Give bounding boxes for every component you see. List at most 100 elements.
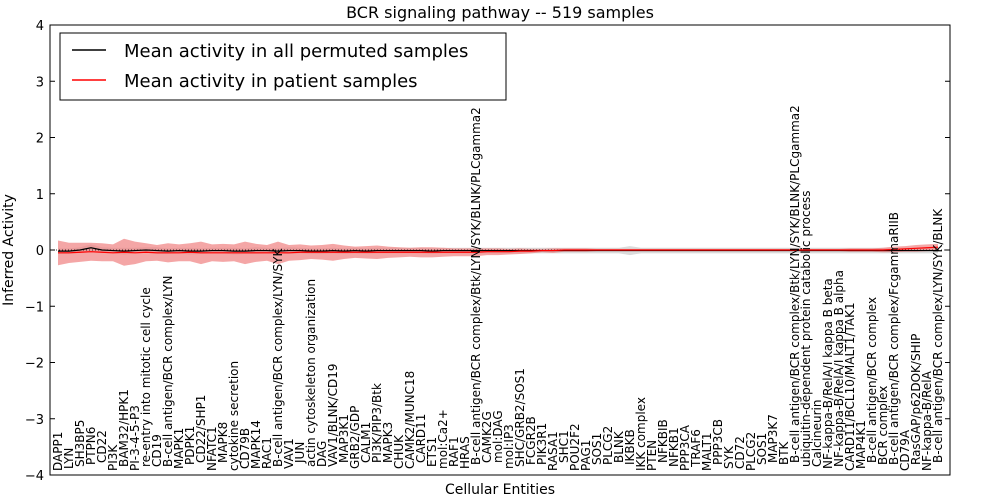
x-tick-label: RAF1 <box>447 436 461 467</box>
x-tick-label: JUN <box>293 442 307 464</box>
x-tick-label: BTK <box>777 440 791 465</box>
legend-label-patient: Mean activity in patient samples <box>124 71 418 92</box>
x-tick-label: mol:DAG <box>491 410 505 463</box>
x-tick-label: PTPN6 <box>84 427 98 465</box>
legend-frame <box>59 32 507 101</box>
x-tick-label: PLCG2 <box>744 432 758 471</box>
x-tick-label: SOS1 <box>590 433 604 465</box>
x-tick-label: CD72 <box>733 436 747 469</box>
x-tick-label: CARD11/BCL10/MALT1/TAK1 <box>843 302 857 471</box>
x-tick-label: mol:IP3 <box>502 424 516 469</box>
x-tick-label: NFKB1 <box>667 427 681 467</box>
series-lines <box>58 246 939 254</box>
x-tick-label: FCGR2B <box>524 416 538 465</box>
x-tick-label: MAP3K1 <box>337 414 351 463</box>
x-tick-label: VAV1 <box>282 438 296 469</box>
y-axis-label: Inferred Activity <box>1 194 17 306</box>
x-tick-label: PPP3CA <box>678 424 692 471</box>
x-tick-label: MAP3K7 <box>766 414 780 463</box>
x-tick-label: MAP4K1 <box>854 420 868 469</box>
x-tick-label: PPP3CB <box>711 419 725 465</box>
x-tick-label: B-cell antigen/BCR complex/LYN/SYK/BLNK <box>931 208 945 463</box>
y-tick-label: 2 <box>36 132 44 147</box>
x-tick-label: CD19 <box>150 434 164 467</box>
x-tick-label: HRAS <box>458 436 472 469</box>
x-tick-label: CD79A <box>898 429 912 471</box>
y-tick-label: −2 <box>25 357 44 372</box>
x-tick-label: DAG <box>315 441 329 467</box>
y-tick-label: −4 <box>25 469 44 484</box>
x-tick-label: PI3K <box>106 444 120 471</box>
x-tick-label: DAPP1 <box>51 432 65 471</box>
x-tick-label: IKK complex <box>634 397 648 471</box>
x-tick-label: IKBKB <box>623 429 637 465</box>
chart-title: BCR signaling pathway -- 519 samples <box>346 3 654 22</box>
x-tick-label: BAM32/HPK1 <box>117 389 131 467</box>
x-tick-label: PIK3R1 <box>535 423 549 465</box>
x-tick-label: PLCG2 <box>601 426 615 465</box>
x-tick-label: NF-kappa-B/RelA/I kappa B beta <box>821 278 835 469</box>
x-tick-label: B-cell antigen/BCR complex/FcgammaRIIB <box>887 212 901 465</box>
x-tick-label: PTEN <box>645 440 659 471</box>
x-tick-label: SHC/GRB2/SOS1 <box>513 368 527 467</box>
x-tick-label: MAPK3 <box>381 422 395 463</box>
x-tick-label: actin cytoskeleton organization <box>304 279 318 467</box>
x-tick-label: NF-kappa-B/RelA/I kappa B alpha <box>832 270 846 467</box>
x-tick-label: PI-3-4-5-P3 <box>128 405 142 471</box>
x-tick-label: NF-kappa-B/RelA <box>920 370 934 471</box>
x-tick-label: B-cell antigen/BCR complex <box>865 297 879 463</box>
x-tick-label: CD22 <box>95 430 109 463</box>
line-patient <box>58 246 939 254</box>
y-tick-label: −1 <box>25 300 44 315</box>
x-tick-label: B-cell antigen/BCR complex/Btk/LYN/SYK/B… <box>788 105 802 463</box>
x-tick-label: SYK <box>722 445 736 469</box>
x-tick-label: MAPK8 <box>216 422 230 463</box>
x-tick-label: LYN <box>62 448 76 469</box>
x-tick-label: re-entry into mitotic cell cycle <box>139 287 153 467</box>
legend-label-permuted: Mean activity in all permuted samples <box>124 41 468 62</box>
x-tick-label: SH3BP5 <box>73 420 87 467</box>
x-tick-label: cytokine secretion <box>227 361 241 471</box>
x-tick-label: CARD11 <box>414 414 428 463</box>
x-axis-label: Cellular Entities <box>445 482 555 498</box>
x-tick-label: SOS1 <box>755 433 769 465</box>
y-tick-label: 1 <box>36 188 44 203</box>
x-tick-label: RASA1 <box>546 431 560 471</box>
x-tick-label: POU2F2 <box>568 423 582 471</box>
x-tick-label: B-cell antigen/BCR complex/LYN <box>161 275 175 467</box>
x-tick-label: RasGAP/p62DOK/SHIP <box>909 334 923 465</box>
x-tick-label: GRB2/GDP <box>348 406 362 469</box>
x-tick-label: CAMK2/MUNC18 <box>403 371 417 469</box>
x-tick-label: ETS1 <box>425 437 439 467</box>
x-tick-label: Calcineurin <box>810 400 824 467</box>
x-tick-label: TRAF6 <box>689 429 703 468</box>
x-tick-label: CHUK <box>392 434 406 469</box>
x-tick-label: NFATC1 <box>205 426 219 471</box>
x-tick-label: MAPK14 <box>249 420 263 469</box>
x-tick-label: CD22/SHP1 <box>194 395 208 463</box>
x-tick-label: SHC1 <box>557 430 571 463</box>
x-tick-label: B-cell antigen/BCR complex/Btk/LYN/SYK/B… <box>469 107 483 465</box>
x-tick-label: BCR complex <box>876 386 890 465</box>
entity-labels: DAPP1LYNSH3BP5PTPN6CD22PI3KBAM32/HPK1PI-… <box>51 105 945 471</box>
x-tick-label: mol:Ca2+ <box>436 409 450 469</box>
y-tick-label: 4 <box>36 19 44 34</box>
x-tick-label: ubiquitin-dependent protein catabolic pr… <box>799 191 813 467</box>
y-tick-label: 3 <box>36 75 44 90</box>
x-tick-label: CAMK2G <box>480 411 494 463</box>
x-tick-label: MAPK1 <box>172 428 186 469</box>
legend: Mean activity in all permuted samples Me… <box>59 32 507 101</box>
y-tick-label: 0 <box>36 244 44 259</box>
x-tick-label: PI3K/PIP3/Btk <box>370 383 384 463</box>
y-tick-label: −3 <box>25 413 44 428</box>
x-tick-label: VAV1/BLNK/CD19 <box>326 364 340 467</box>
x-tick-label: CD79B <box>238 428 252 469</box>
x-tick-label: RAC1 <box>260 437 274 469</box>
x-tick-label: NFKBIB <box>656 419 670 463</box>
x-tick-label: PAG1 <box>579 440 593 471</box>
x-tick-label: BLNK <box>612 430 626 463</box>
x-tick-label: CALM1 <box>359 422 373 463</box>
y-axis-ticks: −4 −3 −2 −1 0 1 2 3 4 <box>25 19 950 484</box>
x-tick-label: B-cell antigen/BCR complex/LYN/SYK <box>271 247 285 467</box>
